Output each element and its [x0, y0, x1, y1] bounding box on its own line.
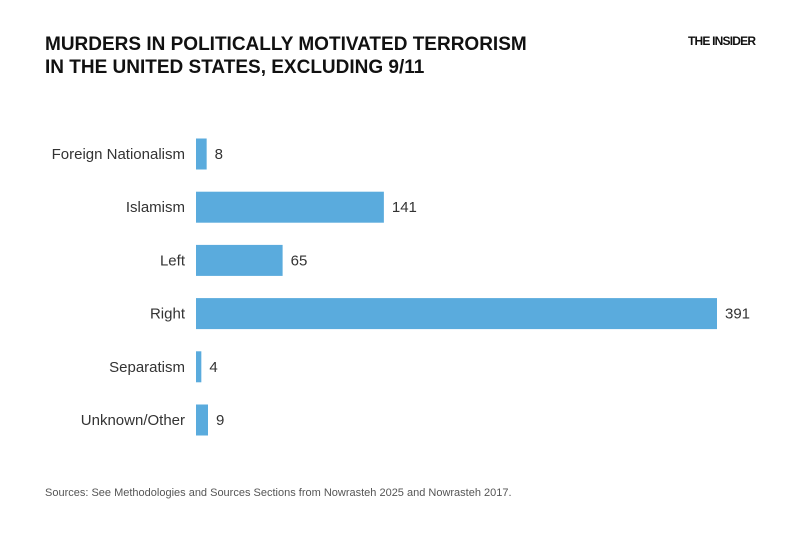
data-label: 141 [392, 199, 417, 216]
bar [196, 404, 208, 436]
bar [196, 191, 384, 223]
category-label: Foreign Nationalism [52, 146, 185, 163]
category-label: Right [150, 306, 186, 323]
bar [196, 298, 717, 330]
data-label: 8 [215, 146, 223, 163]
data-label: 391 [725, 306, 750, 323]
chart-title: MURDERS IN POLITICALLY MOTIVATED TERRORI… [45, 33, 605, 79]
category-label: Separatism [109, 359, 185, 376]
bar [196, 351, 202, 383]
title-line-1: MURDERS IN POLITICALLY MOTIVATED TERRORI… [45, 34, 527, 55]
title-line-2: IN THE UNITED STATES, EXCLUDING 9/11 [45, 57, 425, 78]
data-label: 4 [209, 359, 217, 376]
data-label: 65 [291, 252, 308, 269]
category-label: Islamism [126, 199, 185, 216]
data-label: 9 [216, 412, 224, 429]
source-note: Sources: See Methodologies and Sources S… [45, 487, 512, 499]
brand-logo: THE INSIDER [688, 34, 756, 48]
category-label: Unknown/Other [81, 412, 185, 429]
bar [196, 138, 207, 170]
category-label: Left [160, 252, 186, 269]
bar [196, 244, 283, 276]
